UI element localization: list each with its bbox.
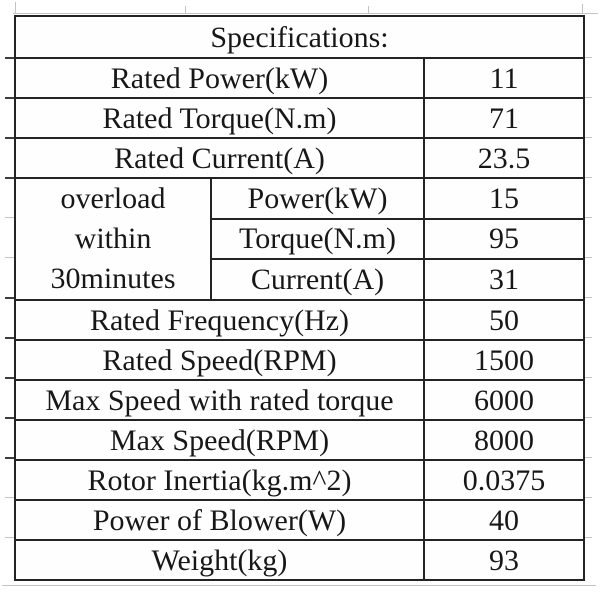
spec-label: Max Speed(RPM) (14, 419, 425, 461)
overload-merged-cell: overload within 30minutes (14, 177, 212, 301)
spec-value: 95 (422, 217, 586, 261)
gridline-top (13, 13, 598, 14)
row-tick-left (5, 497, 14, 498)
table-row: Rated Speed(RPM) 1500 (14, 339, 586, 381)
table-row: Current(A) 31 (15, 258, 586, 301)
row-tick-right (583, 97, 592, 98)
table-row: Rated Torque(N.m) 71 (14, 97, 586, 139)
table-row: Rated Frequency(Hz) 50 (14, 299, 586, 341)
spec-value: 23.5 (422, 137, 586, 179)
table-row: Power of Blower(W) 40 (14, 499, 586, 541)
spec-value: 31 (422, 258, 586, 301)
spec-value: 50 (422, 299, 586, 341)
spec-value: 15 (422, 177, 586, 220)
spec-value: 6000 (422, 379, 586, 421)
row-tick-left (5, 417, 14, 419)
gridline-left-top (15, 2, 16, 13)
row-tick-left (5, 337, 14, 339)
row-tick-left (5, 177, 14, 179)
row-tick-right (583, 137, 592, 138)
row-tick-right (583, 457, 592, 458)
spec-sublabel: Current(A) (210, 258, 425, 301)
row-tick-right (583, 377, 592, 378)
spec-value: 1500 (422, 339, 586, 381)
spec-value: 71 (422, 97, 586, 139)
row-tick-right (583, 497, 592, 498)
spec-value: 11 (422, 57, 586, 99)
table-row: Weight(kg) 93 (14, 539, 586, 581)
table-row: Max Speed(RPM) 8000 (14, 419, 586, 461)
overload-line: overload (60, 182, 166, 215)
spec-value: 40 (422, 499, 586, 541)
table-row: Torque(N.m) 95 (15, 217, 586, 261)
spec-label: Power of Blower(W) (14, 499, 425, 541)
spec-label: Max Speed with rated torque (14, 379, 425, 421)
row-tick-right (583, 297, 592, 298)
spec-label: Rated Torque(N.m) (14, 97, 425, 139)
row-tick-left (5, 217, 14, 218)
overload-line: 30minutes (50, 262, 176, 295)
row-tick-right (583, 537, 592, 538)
spec-sublabel: Power(kW) (210, 177, 425, 220)
specifications-table: Specifications: Rated Power(kW) 11 Rated… (13, 15, 586, 581)
spec-label: Rated Current(A) (14, 137, 425, 179)
row-tick-right (583, 417, 592, 418)
spec-sublabel: Torque(N.m) (210, 217, 425, 261)
row-tick-right (583, 57, 592, 58)
row-tick-left (5, 297, 14, 299)
spec-label: Rated Power(kW) (14, 57, 425, 99)
spec-value: 0.0375 (422, 459, 586, 501)
table-row: Rated Power(kW) 11 (14, 57, 586, 99)
spec-value: 93 (422, 539, 586, 581)
row-tick-left (5, 377, 14, 379)
row-tick-right (583, 217, 592, 218)
table-title: Specifications: (13, 15, 586, 59)
spec-value: 8000 (422, 419, 586, 461)
table-row: overload within 30minutes Power(kW) 15 (14, 177, 586, 301)
gridline-tick-col2 (368, 6, 369, 13)
spec-label: Rated Frequency(Hz) (14, 299, 425, 341)
spec-label: Weight(kg) (14, 539, 425, 581)
row-tick-left (5, 137, 14, 139)
row-tick-right (583, 337, 592, 338)
spec-label: Rated Speed(RPM) (14, 339, 425, 381)
row-tick-left (5, 537, 14, 538)
row-tick-left (5, 97, 14, 99)
gridline-tick-col3 (582, 4, 583, 13)
gridline-bottom (2, 585, 596, 586)
row-tick-left (5, 257, 14, 258)
row-tick-left (5, 457, 14, 459)
table-row: Rated Current(A) 23.5 (14, 137, 586, 179)
table-row: Rotor Inertia(kg.m^2) 0.0375 (14, 459, 586, 501)
row-tick-right (583, 257, 592, 258)
row-tick-left (5, 57, 14, 59)
row-tick-right (583, 177, 592, 178)
overload-line: within (74, 222, 152, 255)
table-row: Specifications: (13, 15, 586, 59)
spec-label: Rotor Inertia(kg.m^2) (14, 459, 425, 501)
gridline-tick-col1 (185, 6, 186, 13)
table-row: Max Speed with rated torque 6000 (14, 379, 586, 421)
